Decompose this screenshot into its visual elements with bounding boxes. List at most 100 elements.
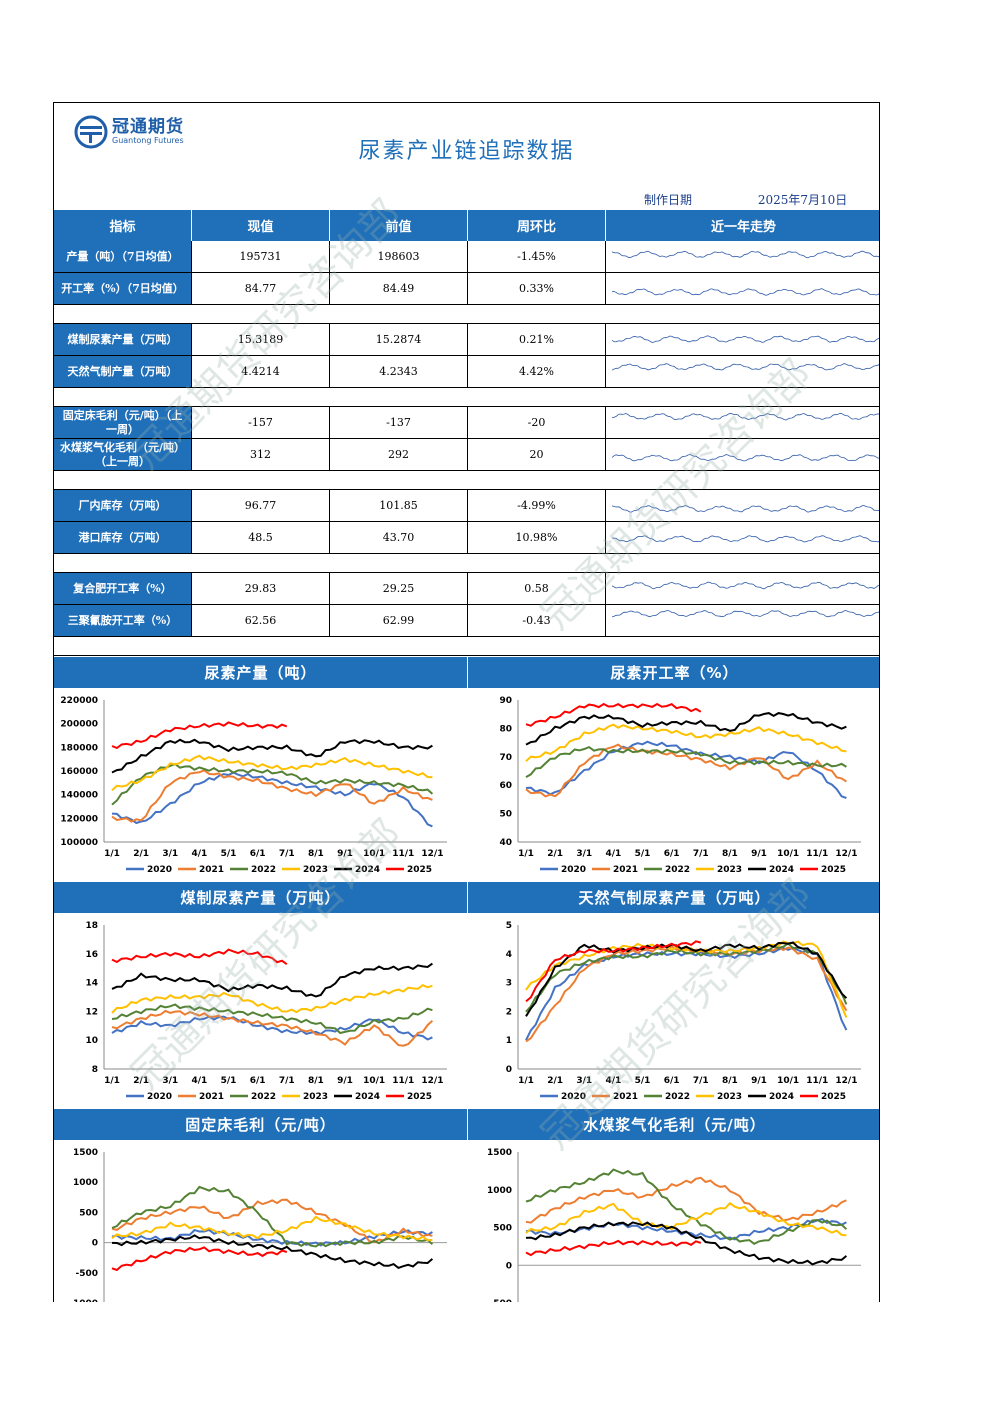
series-line [111, 754, 433, 792]
series-line [525, 941, 848, 1017]
legend-label: 2024 [769, 865, 794, 875]
legend-label: 2023 [717, 1092, 742, 1102]
chart-title: 水煤浆气化毛利（元/吨） [468, 1109, 879, 1140]
x-tick-label: 12/1 [421, 1076, 443, 1086]
sparkline-line [611, 362, 879, 371]
series-line [525, 1221, 848, 1266]
y-tick-label: 90 [499, 696, 512, 706]
table-row: 复合肥开工率（%） 29.83 29.25 0.58 [54, 573, 879, 605]
series-line [111, 1215, 433, 1242]
row-label: 煤制尿素产量（万吨） [54, 324, 192, 356]
series-line [525, 702, 702, 727]
wow-change: -4.99% [468, 490, 606, 522]
trend-sparkline [606, 407, 879, 439]
series-line [525, 946, 848, 1041]
x-tick-label: 8/1 [722, 849, 738, 859]
x-tick-label: 3/1 [162, 849, 178, 859]
trend-sparkline [606, 241, 879, 273]
table-row: 港口库存（万吨） 48.5 43.70 10.98% [54, 522, 879, 554]
sparkline-svg [611, 250, 879, 258]
x-tick-label: 9/1 [337, 1076, 353, 1086]
series-line [525, 1201, 847, 1237]
date-label: 制作日期 [644, 193, 693, 207]
legend-label: 2025 [407, 1092, 432, 1102]
sparkline-line [611, 534, 879, 542]
x-tick-label: 6/1 [250, 1076, 266, 1086]
previous-value: 198603 [330, 241, 468, 273]
y-tick-label: 500 [79, 1208, 98, 1218]
x-tick-label: 10/1 [777, 1076, 799, 1086]
row-label: 开工率（%）（7日均值） [54, 273, 192, 305]
sparkline-svg [611, 609, 879, 617]
line-chart: 5 4 3 2 1 0 1/1 2/1 3/1 4/1 5/1 6/1 7/1 8/1 9/1 10/1 11/… [468, 913, 879, 1109]
current-value: 312 [192, 439, 330, 471]
wow-change: 10.98% [468, 522, 606, 554]
sparkline-svg [611, 581, 879, 589]
chart-svg: 220000 200000 180000 160000 140000 120000 1000… [60, 696, 447, 875]
x-tick-label: 7/1 [279, 1076, 295, 1086]
x-tick-label: 3/1 [576, 1076, 592, 1086]
y-tick-label: 1500 [487, 1148, 512, 1158]
y-tick-label: 40 [499, 838, 512, 848]
y-tick-label: 1500 [73, 1148, 98, 1158]
series-line [111, 1234, 434, 1270]
table-row: 产量（吨）（7日均值） 195731 198603 -1.45% [54, 241, 879, 273]
wow-change: -20 [468, 407, 606, 439]
legend-label: 2022 [665, 1092, 690, 1102]
x-tick-label: 4/1 [191, 1076, 207, 1086]
line-chart: 220000 200000 180000 160000 140000 120000 1000… [54, 688, 467, 882]
series-line [525, 945, 848, 1043]
x-tick-label: 4/1 [605, 1076, 621, 1086]
chart-title: 尿素产量（吨） [54, 657, 467, 688]
legend-label: 2023 [303, 1092, 328, 1102]
wow-change: -1.45% [468, 241, 606, 273]
table-row: 固定床毛利（元/吨）（上一周） -157 -137 -20 [54, 407, 879, 439]
sparkline-svg [611, 334, 879, 343]
y-tick-label: 100000 [60, 838, 98, 848]
sparkline-line [611, 412, 879, 421]
series-line [111, 1185, 434, 1248]
date-row: 制作日期 2025年7月10日 [644, 191, 847, 208]
sparkline-svg [611, 362, 879, 371]
current-value: 62.56 [192, 605, 330, 637]
legend-label: 2022 [665, 865, 690, 875]
x-tick-label: 5/1 [635, 849, 651, 859]
section-spacer [54, 388, 879, 407]
previous-value: -137 [330, 407, 468, 439]
x-tick-label: 1/1 [518, 849, 534, 859]
x-tick-label: 1/1 [104, 849, 120, 859]
row-label: 港口库存（万吨） [54, 522, 192, 554]
line-chart: 1500 1000 500 0 -500 [468, 1140, 879, 1302]
legend-label: 2025 [407, 865, 432, 875]
current-value: 84.77 [192, 273, 330, 305]
line-chart: 1500 1000 500 0 -500 -1000 [54, 1140, 467, 1302]
header-current: 现值 [192, 210, 330, 241]
trend-sparkline [606, 324, 879, 356]
table-row: 开工率（%）（7日均值） 84.77 84.49 0.33% [54, 273, 879, 305]
legend-label: 2021 [199, 865, 224, 875]
y-tick-label: 500 [493, 1224, 512, 1234]
chart-title: 煤制尿素产量（万吨） [54, 882, 467, 913]
wow-change: 4.42% [468, 356, 606, 388]
y-tick-label: 0 [506, 1261, 512, 1271]
row-label: 厂内库存（万吨） [54, 490, 192, 522]
line-chart: 90 80 70 60 50 40 1/1 2/1 3/1 4/1 5/1 6/1 7/1 8/1 9/1 1… [468, 688, 879, 882]
legend-label: 2023 [717, 865, 742, 875]
wow-change: -0.43 [468, 605, 606, 637]
y-tick-label: 1000 [487, 1186, 512, 1196]
x-tick-label: 1/1 [518, 1076, 534, 1086]
wow-change: 20 [468, 439, 606, 471]
x-tick-label: 8/1 [308, 849, 324, 859]
x-tick-label: 11/1 [806, 849, 828, 859]
row-label: 固定床毛利（元/吨）（上一周） [54, 407, 192, 439]
x-tick-label: 7/1 [693, 849, 709, 859]
row-label: 天然气制产量（万吨） [54, 356, 192, 388]
brand-icon [74, 115, 108, 149]
legend-label: 2024 [769, 1092, 794, 1102]
trend-sparkline [606, 273, 879, 305]
brand-name-en: Guantong Futures [112, 136, 184, 145]
legend-label: 2020 [147, 1092, 172, 1102]
previous-value: 4.2343 [330, 356, 468, 388]
series-line [111, 984, 433, 1014]
row-label: 复合肥开工率（%） [54, 573, 192, 605]
